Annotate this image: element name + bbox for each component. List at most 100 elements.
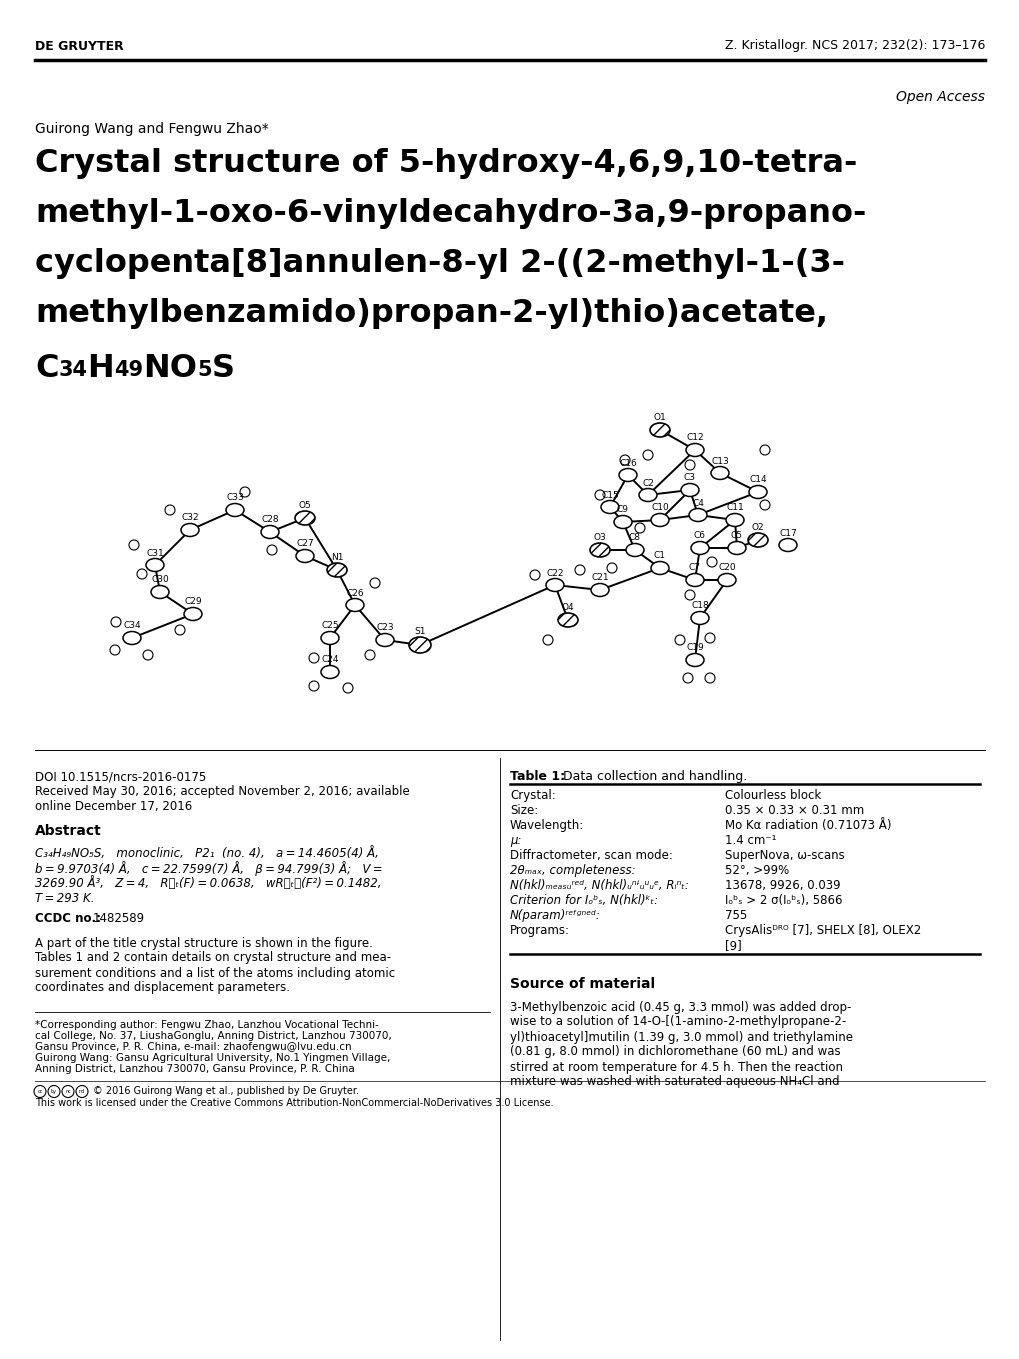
Text: C28: C28 [261, 515, 278, 525]
Text: Z. Kristallogr. NCS 2017; 232(2): 173–176: Z. Kristallogr. NCS 2017; 232(2): 173–17… [723, 39, 984, 53]
Text: C6: C6 [693, 531, 705, 541]
Text: 13678, 9926, 0.039: 13678, 9926, 0.039 [725, 879, 840, 892]
Ellipse shape [650, 514, 668, 526]
Text: C25: C25 [321, 621, 338, 631]
Text: C23: C23 [376, 624, 393, 632]
Text: Size:: Size: [510, 805, 538, 817]
Text: surement conditions and a list of the atoms including atomic: surement conditions and a list of the at… [35, 966, 394, 980]
Text: *Corresponding author: Fengwu Zhao, Lanzhou Vocational Techni-: *Corresponding author: Fengwu Zhao, Lanz… [35, 1021, 378, 1030]
Text: b = 9.9703(4) Å,   c = 22.7599(7) Å,   β = 94.799(3) Å;   V =: b = 9.9703(4) Å, c = 22.7599(7) Å, β = 9… [35, 862, 382, 877]
Text: C8: C8 [629, 534, 640, 542]
Text: C7: C7 [688, 564, 700, 572]
Text: O1: O1 [653, 413, 665, 421]
Text: Programs:: Programs: [510, 924, 570, 936]
Ellipse shape [638, 488, 656, 501]
Ellipse shape [686, 573, 703, 587]
Text: C26: C26 [345, 588, 364, 598]
Text: C32: C32 [181, 514, 199, 522]
Text: Criterion for Iₒᵇₛ, N(hkl)ᵏₜ:: Criterion for Iₒᵇₛ, N(hkl)ᵏₜ: [510, 894, 657, 906]
Text: by: by [51, 1089, 57, 1094]
Text: 1482589: 1482589 [93, 912, 145, 925]
Ellipse shape [710, 466, 729, 480]
Text: C30: C30 [151, 575, 169, 584]
Text: wise to a solution of 14-Ο-[(1-amino-2-methylpropane-2-: wise to a solution of 14-Ο-[(1-amino-2-m… [510, 1015, 846, 1029]
Text: Guirong Wang and Fengwu Zhao*: Guirong Wang and Fengwu Zhao* [35, 122, 268, 136]
Ellipse shape [717, 573, 736, 587]
Ellipse shape [589, 544, 609, 557]
Text: Crystal structure of 5-hydroxy-4,6,9,10-tetra-: Crystal structure of 5-hydroxy-4,6,9,10-… [35, 148, 857, 179]
Text: C24: C24 [321, 655, 338, 665]
Text: Gansu Province, P. R. China, e-mail: zhaofengwu@lvu.edu.cn: Gansu Province, P. R. China, e-mail: zha… [35, 1042, 352, 1052]
Text: C13: C13 [710, 457, 729, 466]
Text: A part of the title crystal structure is shown in the figure.: A part of the title crystal structure is… [35, 936, 373, 950]
Text: C3: C3 [684, 473, 695, 482]
Text: Received May 30, 2016; accepted November 2, 2016; available: Received May 30, 2016; accepted November… [35, 786, 410, 798]
Text: C: C [35, 353, 58, 385]
Text: nd: nd [78, 1089, 85, 1094]
Text: [9]: [9] [725, 939, 741, 953]
Text: Mo Kα radiation (0.71073 Å): Mo Kα radiation (0.71073 Å) [725, 819, 891, 832]
Text: cyclopenta[8]annulen-8-yl 2-((2-methyl-1-(3-: cyclopenta[8]annulen-8-yl 2-((2-methyl-1… [35, 247, 844, 279]
Text: NO: NO [144, 353, 198, 385]
Text: O3: O3 [593, 533, 605, 541]
Text: (0.81 g, 8.0 mmol) in dichloromethane (60 mL) and was: (0.81 g, 8.0 mmol) in dichloromethane (6… [510, 1045, 840, 1059]
Text: 3269.90 Å³,   Z = 4,   R⁧ₜ(F) = 0.0638,   wR⁧ₜ⁦(F²) = 0.1482,: 3269.90 Å³, Z = 4, R⁧ₜ(F) = 0.0638, wR⁧ₜ… [35, 877, 381, 890]
Text: C₃₄H₄₉NO₅S,   monoclinic,   P2₁  (no. 4),   a = 14.4605(4) Å,: C₃₄H₄₉NO₅S, monoclinic, P2₁ (no. 4), a =… [35, 847, 378, 859]
Text: Diffractometer, scan mode:: Diffractometer, scan mode: [510, 849, 673, 862]
Text: nc: nc [65, 1089, 70, 1094]
Ellipse shape [726, 514, 743, 526]
Text: C27: C27 [296, 540, 314, 549]
Text: 34: 34 [58, 360, 88, 381]
Text: C9: C9 [616, 506, 629, 515]
Text: C5: C5 [731, 531, 742, 541]
Ellipse shape [747, 533, 767, 548]
Text: C21: C21 [591, 573, 608, 583]
Ellipse shape [261, 526, 279, 538]
Text: 3-Methylbenzoic acid (0.45 g, 3.3 mmol) was added drop-: 3-Methylbenzoic acid (0.45 g, 3.3 mmol) … [510, 1000, 851, 1014]
Text: yl)thioacetyl]mutilin (1.39 g, 3.0 mmol) and triethylamine: yl)thioacetyl]mutilin (1.39 g, 3.0 mmol)… [510, 1030, 852, 1044]
Text: Table 1:: Table 1: [510, 771, 565, 783]
Ellipse shape [321, 666, 338, 678]
Text: 49: 49 [114, 360, 144, 381]
Text: Wavelength:: Wavelength: [510, 819, 584, 832]
Ellipse shape [619, 469, 637, 481]
Text: C33: C33 [226, 493, 244, 503]
Text: 5: 5 [198, 360, 212, 381]
Text: DOI 10.1515/ncrs-2016-0175: DOI 10.1515/ncrs-2016-0175 [35, 771, 206, 783]
Text: O5: O5 [299, 500, 311, 510]
Ellipse shape [294, 511, 315, 525]
Text: C17: C17 [779, 529, 796, 538]
Text: C11: C11 [726, 503, 743, 512]
Text: mixture was washed with saturated aqueous NH₄Cl and: mixture was washed with saturated aqueou… [510, 1075, 839, 1089]
Text: C34: C34 [123, 621, 141, 629]
Text: 2θₘₐₓ, completeness:: 2θₘₐₓ, completeness: [510, 864, 635, 877]
Ellipse shape [180, 523, 199, 537]
Ellipse shape [321, 632, 338, 644]
Text: © 2016 Guirong Wang et al., published by De Gruyter.: © 2016 Guirong Wang et al., published by… [93, 1086, 359, 1097]
Ellipse shape [409, 637, 431, 654]
Ellipse shape [600, 500, 619, 514]
Text: Anning District, Lanzhou 730070, Gansu Province, P. R. China: Anning District, Lanzhou 730070, Gansu P… [35, 1064, 355, 1074]
Text: cal College, No. 37, LiushaGonglu, Anning District, Lanzhou 730070,: cal College, No. 37, LiushaGonglu, Annin… [35, 1031, 391, 1041]
Text: Source of material: Source of material [510, 977, 654, 991]
Text: coordinates and displacement parameters.: coordinates and displacement parameters. [35, 981, 289, 995]
Text: 0.35 × 0.33 × 0.31 mm: 0.35 × 0.33 × 0.31 mm [725, 805, 863, 817]
Text: T = 293 K.: T = 293 K. [35, 892, 95, 905]
Ellipse shape [327, 563, 346, 578]
Text: C16: C16 [619, 458, 636, 467]
Text: N1: N1 [330, 553, 343, 561]
Ellipse shape [690, 612, 708, 625]
Text: Tables 1 and 2 contain details on crystal structure and mea-: Tables 1 and 2 contain details on crysta… [35, 951, 390, 965]
Ellipse shape [649, 423, 669, 438]
Ellipse shape [613, 515, 632, 529]
Ellipse shape [183, 607, 202, 621]
Text: C29: C29 [184, 598, 202, 606]
Text: C20: C20 [717, 564, 735, 572]
Text: SuperNova, ω-scans: SuperNova, ω-scans [725, 849, 844, 862]
Ellipse shape [296, 549, 314, 563]
Text: C22: C22 [546, 568, 564, 578]
Ellipse shape [626, 544, 643, 556]
Text: methylbenzamido)propan-2-yl)thio)acetate,: methylbenzamido)propan-2-yl)thio)acetate… [35, 298, 827, 329]
Ellipse shape [686, 654, 703, 666]
Ellipse shape [779, 538, 796, 552]
